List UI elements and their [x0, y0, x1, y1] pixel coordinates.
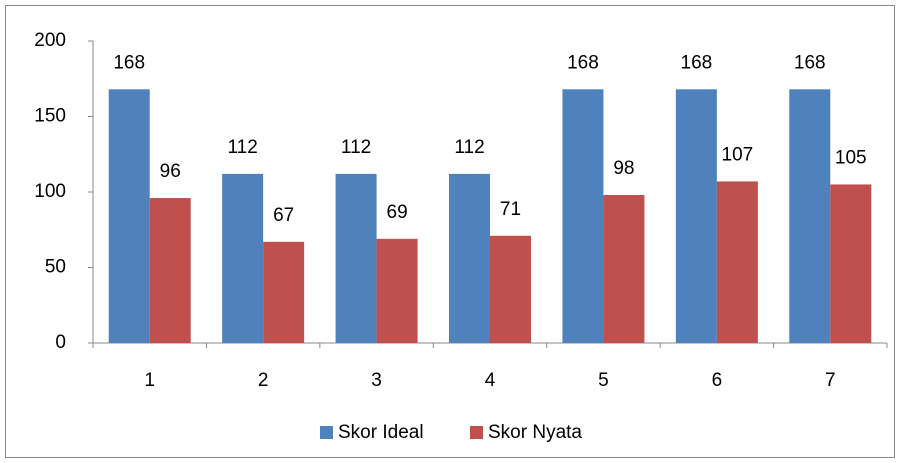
bar — [108, 89, 150, 343]
bar — [789, 89, 831, 343]
y-tick-label: 0 — [55, 332, 66, 353]
x-tick-label: 1 — [144, 370, 155, 391]
bar — [335, 173, 377, 343]
data-label: 107 — [722, 144, 754, 165]
legend-swatch — [320, 426, 333, 439]
x-tick-label: 3 — [371, 370, 382, 391]
bar — [562, 89, 604, 343]
data-label: 112 — [341, 137, 371, 158]
data-label: 112 — [454, 137, 484, 158]
legend-swatch — [470, 426, 483, 439]
y-tick-label: 200 — [34, 30, 66, 51]
data-label: 98 — [613, 158, 634, 179]
x-tick-label: 6 — [712, 370, 723, 391]
data-label: 71 — [500, 199, 521, 220]
bar — [222, 173, 264, 343]
bar — [376, 238, 418, 343]
bar — [603, 195, 645, 343]
y-tick-label: 150 — [34, 106, 66, 127]
data-label: 168 — [567, 52, 599, 73]
bar — [675, 89, 717, 343]
x-tick-label: 4 — [485, 370, 496, 391]
data-label: 168 — [794, 52, 826, 73]
x-tick-label: 2 — [258, 370, 269, 391]
data-label: 168 — [681, 52, 713, 73]
bar — [830, 184, 872, 343]
bar — [263, 241, 305, 343]
y-tick-label: 50 — [45, 257, 66, 278]
data-label: 168 — [113, 52, 145, 73]
x-tick-label: 7 — [825, 370, 836, 391]
bar — [490, 235, 531, 343]
data-label: 67 — [273, 205, 294, 226]
bar — [149, 198, 191, 343]
bar — [449, 173, 490, 343]
data-label: 96 — [160, 161, 181, 182]
legend-label: Skor Nyata — [488, 422, 582, 443]
data-label: 69 — [387, 202, 408, 223]
bar — [716, 181, 758, 343]
y-tick-label: 100 — [34, 181, 66, 202]
data-label: 112 — [227, 137, 257, 158]
x-tick-label: 5 — [598, 370, 609, 391]
data-label: 105 — [835, 147, 867, 168]
legend-label: Skor Ideal — [338, 422, 424, 443]
